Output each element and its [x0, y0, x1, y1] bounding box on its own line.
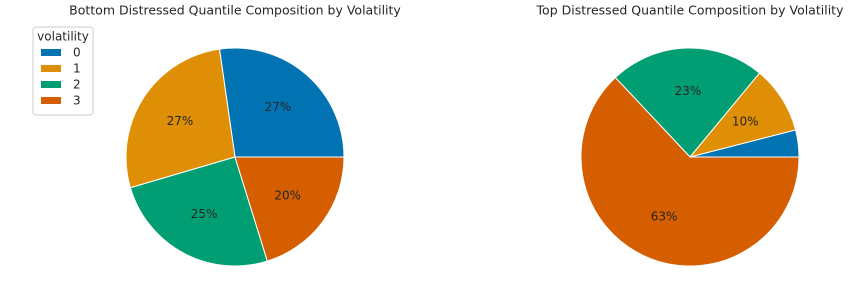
slice-label: 10%	[732, 114, 759, 128]
slice-label: 23%	[675, 84, 702, 98]
slice-label: 25%	[191, 207, 218, 221]
legend-label: 0	[73, 46, 81, 60]
slice-label: 27%	[167, 114, 194, 128]
slice-label: 63%	[651, 210, 678, 224]
legend-swatch	[41, 97, 61, 104]
slice-label: 27%	[264, 100, 291, 114]
chart-title: Bottom Distressed Quantile Composition b…	[69, 3, 401, 18]
chart-title: Top Distressed Quantile Composition by V…	[536, 3, 845, 18]
legend-title: volatility	[37, 30, 89, 44]
pie-slice	[234, 156, 345, 262]
pie-slice	[129, 156, 268, 267]
pie-slice	[580, 76, 800, 267]
pie-slice	[125, 48, 236, 189]
legend-label: 2	[73, 78, 81, 92]
slice-label: 20%	[274, 188, 301, 202]
legend-swatch	[41, 49, 61, 56]
legend-label: 1	[73, 62, 81, 76]
legend-swatch	[41, 65, 61, 72]
legend-label: 3	[73, 94, 81, 108]
legend-swatch	[41, 81, 61, 88]
pie-slice	[614, 47, 761, 158]
pie-slice	[218, 47, 345, 158]
